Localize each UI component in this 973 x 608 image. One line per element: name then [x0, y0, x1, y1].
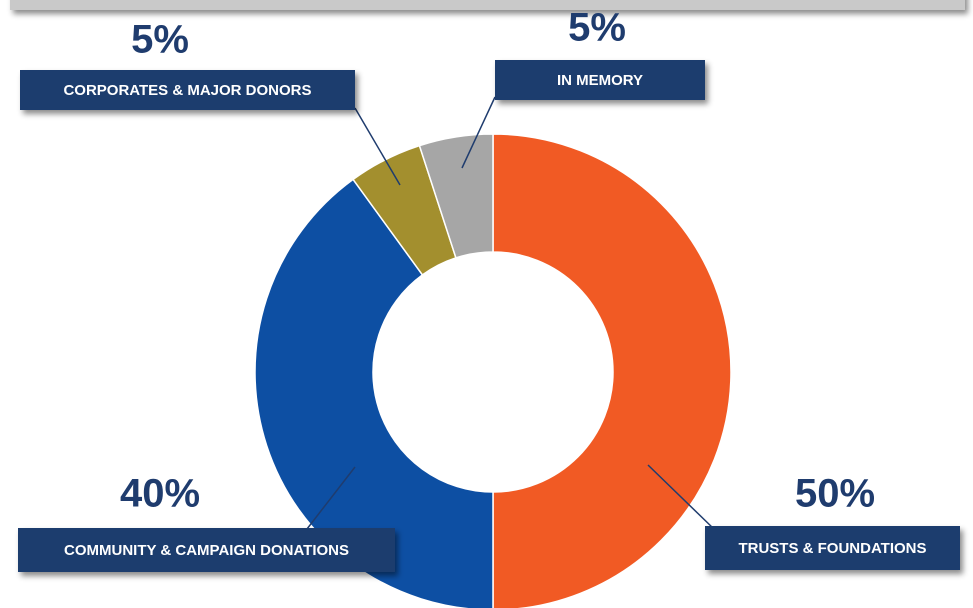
label-box — [18, 528, 395, 572]
label-box — [705, 526, 960, 570]
category-label: CORPORATES & MAJOR DONORS — [63, 82, 311, 99]
slice — [418, 133, 494, 259]
value-label: 5% — [131, 18, 189, 62]
category-label: IN MEMORY — [557, 72, 643, 89]
donut — [254, 133, 732, 608]
value-label: 50% — [795, 472, 875, 516]
leader-line — [647, 464, 716, 531]
category-label: TRUSTS & FOUNDATIONS — [738, 540, 926, 557]
leader-line — [354, 107, 401, 186]
slice — [492, 133, 732, 608]
value-label: 40% — [120, 472, 200, 516]
value-label: 5% — [568, 6, 626, 50]
leader-line — [461, 96, 496, 169]
label-box — [20, 70, 355, 110]
leader-line — [299, 466, 356, 539]
top-banner — [10, 0, 965, 10]
labels: 50% TRUSTS & FOUNDATIONS 40% COMMUNITY & CA… — [18, 6, 960, 572]
label-box — [495, 60, 705, 100]
category-label: COMMUNITY & CAMPAIGN DONATIONS — [64, 542, 349, 559]
